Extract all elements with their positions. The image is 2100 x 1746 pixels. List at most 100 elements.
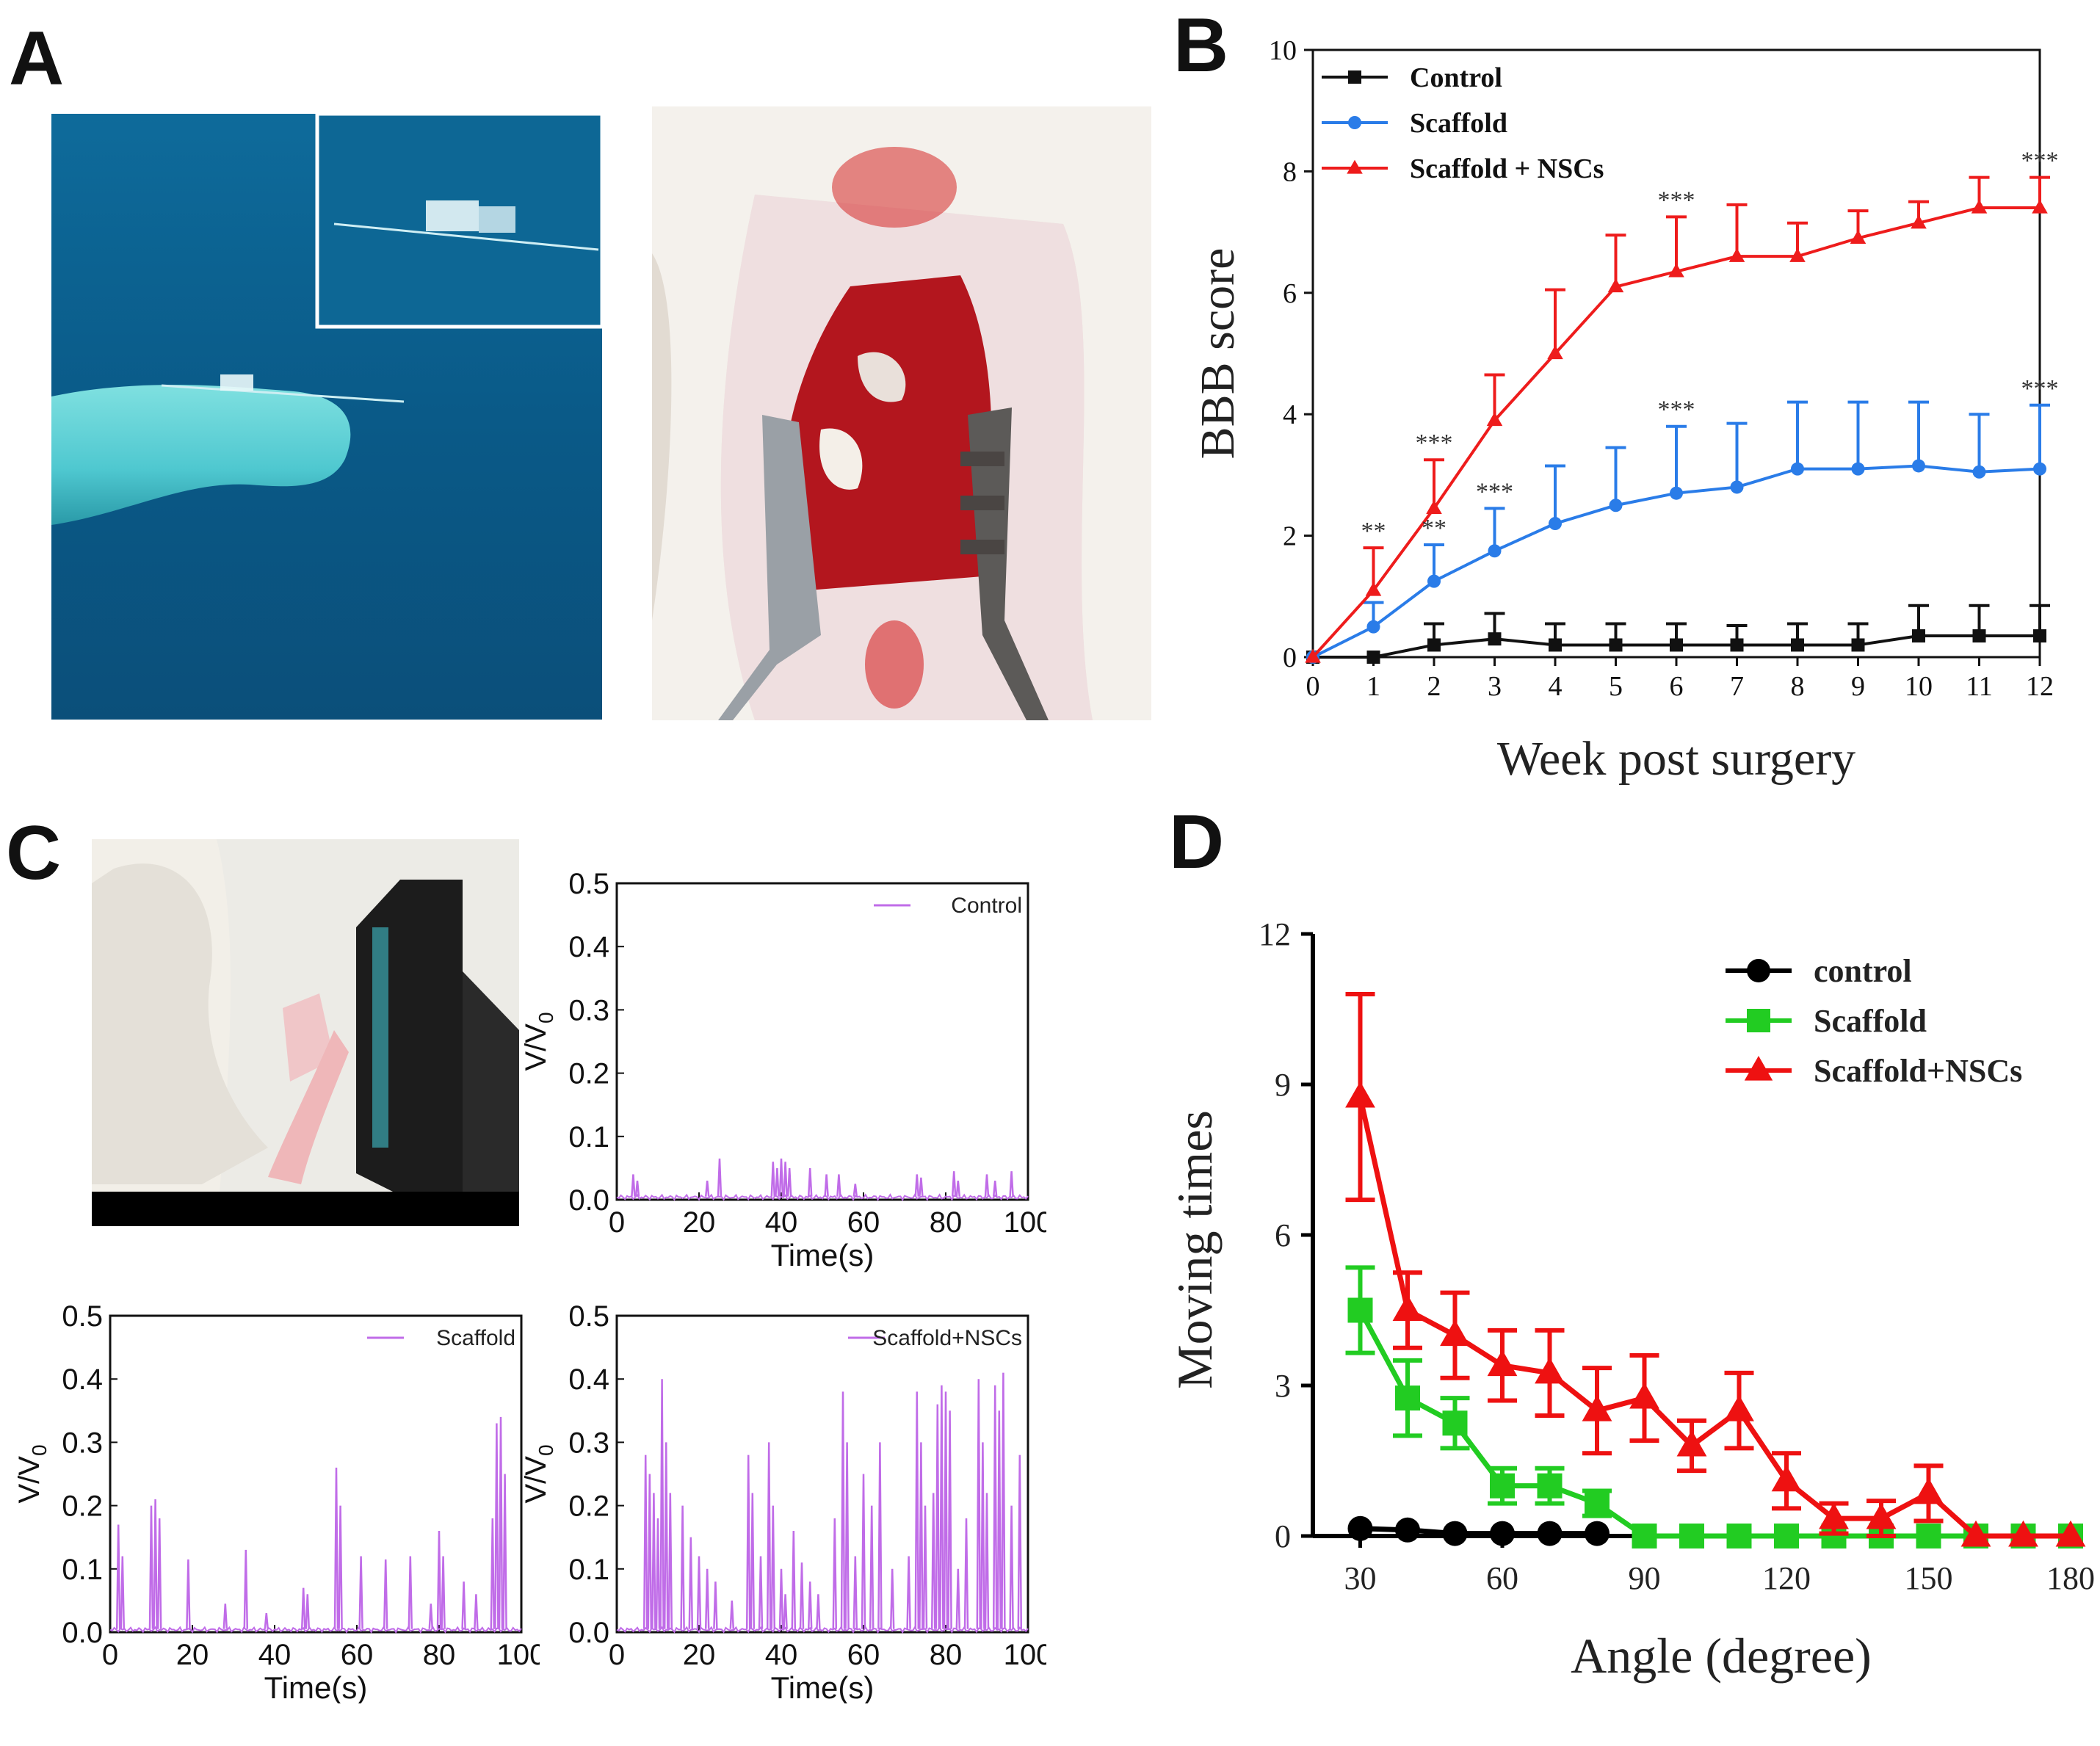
legend-label: control: [1814, 953, 1912, 989]
data-point: [2055, 1520, 2086, 1547]
trace-spike: [156, 1518, 162, 1629]
trace-spike: [1001, 1372, 1006, 1629]
x-tick-label: 100: [497, 1639, 540, 1671]
x-axis-label: Time(s): [771, 1670, 875, 1703]
trace-spike: [919, 1177, 924, 1197]
data-point: [1609, 638, 1623, 652]
trace-spike: [659, 1379, 665, 1629]
trace-spike: [243, 1549, 249, 1629]
y-tick-label: 0.5: [62, 1300, 103, 1333]
significance-label: **: [1361, 518, 1386, 545]
data-point: [1585, 1521, 1610, 1546]
series-0: [1306, 604, 2050, 664]
data-point: [1851, 462, 1865, 476]
x-tick-label: 60: [1486, 1560, 1518, 1596]
y-axis-label: V/V0: [520, 1012, 557, 1071]
trace-spike: [922, 1505, 928, 1629]
trace-spike: [770, 1505, 776, 1629]
legend-label: Control: [951, 894, 1022, 918]
x-tick-label: 3: [1488, 671, 1502, 702]
data-point: [1535, 1357, 1565, 1384]
trace-spike: [992, 1385, 998, 1629]
trace-spike: [631, 1174, 636, 1197]
legend-marker: [1744, 1056, 1773, 1081]
data-point: [1585, 1490, 1610, 1516]
trace-spike: [791, 1531, 797, 1629]
x-tick-label: 6: [1670, 671, 1684, 702]
data-point: [2008, 1520, 2038, 1547]
trace-spike: [704, 1181, 710, 1197]
y-tick-label: 0.0: [568, 1184, 609, 1217]
x-tick-label: 180: [2046, 1560, 2095, 1596]
x-tick-label: 1: [1366, 671, 1380, 702]
trace-spike: [663, 1442, 669, 1629]
trace-spike: [786, 1167, 792, 1197]
data-point: [1774, 1524, 1799, 1548]
trace-spike: [852, 1556, 858, 1629]
trace-spike: [984, 1174, 990, 1197]
y-tick-label: 9: [1275, 1067, 1291, 1103]
data-point: [1850, 230, 1867, 244]
trace-spike: [807, 1167, 813, 1197]
data-point: [1366, 620, 1380, 634]
trace-spike: [906, 1556, 911, 1629]
trace-spike: [758, 1556, 764, 1629]
data-point: [1730, 638, 1744, 652]
trace-spike: [647, 1474, 653, 1629]
trace-spike: [502, 1474, 507, 1629]
data-point: [1851, 638, 1865, 652]
legend-marker: [1348, 70, 1361, 84]
legend-label: Scaffold+NSCs: [1814, 1053, 2022, 1089]
trace-spike: [955, 1181, 961, 1197]
trace-spike: [750, 1493, 756, 1629]
x-tick-label: 10: [1905, 671, 1933, 702]
trace-spike: [778, 1158, 784, 1197]
trace-spike: [1009, 1171, 1014, 1197]
legend-label: Scaffold: [1814, 1003, 1927, 1039]
data-point: [1960, 1520, 1991, 1547]
trace-spike: [852, 1184, 858, 1197]
trace-spike: [877, 1442, 883, 1629]
trace-spike: [358, 1556, 363, 1629]
y-tick-label: 4: [1283, 399, 1297, 430]
x-tick-label: 40: [258, 1639, 292, 1671]
trace-spike: [783, 1162, 788, 1197]
data-point: [1345, 1081, 1375, 1108]
data-point: [1632, 1524, 1657, 1548]
panel-label-a: A: [9, 16, 65, 101]
data-point: [1670, 486, 1683, 500]
data-point: [1724, 1394, 1754, 1421]
x-tick-label: 20: [683, 1206, 716, 1239]
y-tick-label: 0: [1275, 1518, 1291, 1554]
legend-label: Control: [1410, 62, 1502, 93]
data-point: [1912, 629, 1925, 643]
trace-spike: [807, 1582, 813, 1629]
trace-spike: [651, 1493, 656, 1629]
y-tick-label: 2: [1283, 521, 1297, 552]
legend-marker: [1347, 159, 1363, 174]
legend-label: Scaffold: [1410, 108, 1507, 139]
data-point: [1395, 1517, 1420, 1543]
x-axis-label: Week post surgery: [1497, 732, 1855, 786]
x-tick-label: 40: [765, 1206, 798, 1239]
significance-label: ***: [1416, 430, 1453, 457]
trace-spike: [935, 1404, 941, 1629]
trace-spike: [955, 1568, 961, 1629]
data-point: [1537, 1521, 1563, 1546]
trace-spike: [383, 1559, 388, 1629]
trace-spike: [634, 1181, 640, 1197]
data-point: [1537, 1473, 1563, 1499]
trace-spike: [947, 1410, 952, 1629]
trace-spike: [120, 1556, 126, 1629]
trace-spike: [861, 1474, 866, 1629]
y-tick-label: 0.3: [568, 1427, 609, 1459]
data-point: [1726, 1524, 1752, 1548]
trace-spike: [745, 1455, 751, 1629]
y-tick-label: 0.5: [568, 868, 609, 900]
trace-spike: [717, 1158, 723, 1197]
trace-spike: [333, 1467, 339, 1629]
trace-spike: [655, 1518, 661, 1629]
y-tick-label: 0: [1283, 642, 1297, 673]
scaffold-voltage-chart: 0 20 40 60 80 100 0.0 0.1 0.2 0.3 0.4 0.5 Time(s) V/V…: [13, 1300, 540, 1703]
